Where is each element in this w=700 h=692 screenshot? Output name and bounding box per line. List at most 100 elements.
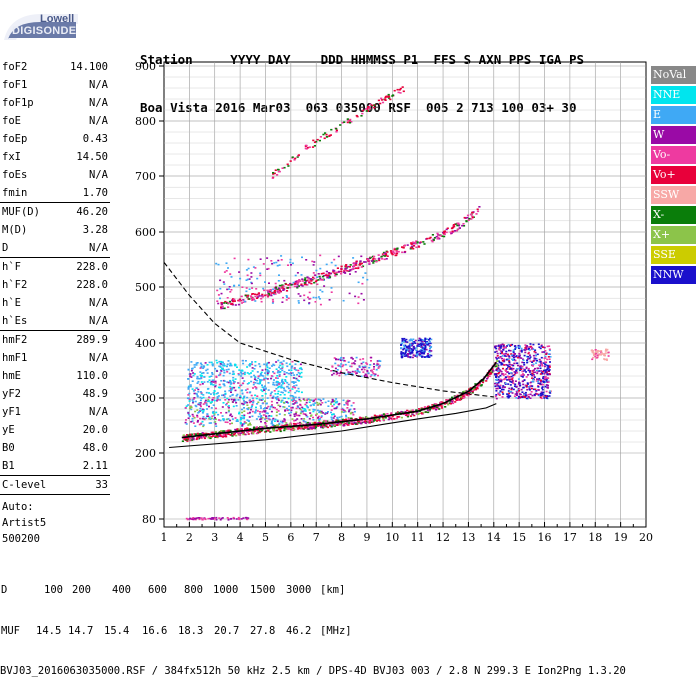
- echo-point: [288, 423, 291, 426]
- echo-point: [261, 390, 264, 393]
- echo-point: [502, 367, 504, 370]
- echo-point: [378, 414, 382, 417]
- echo-point: [443, 230, 446, 232]
- echo-point: [190, 406, 193, 409]
- echo-point: [501, 355, 504, 357]
- echo-point: [501, 357, 503, 360]
- echo-point: [507, 383, 510, 385]
- echo-point: [495, 350, 498, 353]
- echo-point: [229, 385, 232, 388]
- echo-point: [247, 433, 250, 435]
- echo-point: [289, 160, 292, 162]
- echo-point: [225, 403, 227, 406]
- echo-point: [289, 414, 292, 417]
- echo-point: [312, 139, 315, 142]
- legend-item: NoVal: [651, 66, 696, 84]
- echo-point: [264, 400, 266, 403]
- echo-point: [293, 398, 295, 400]
- echo-point: [229, 395, 232, 397]
- echo-point: [285, 299, 288, 301]
- echo-point: [506, 345, 508, 347]
- param-row: hmF2 289.9: [0, 331, 110, 349]
- echo-point: [362, 361, 365, 364]
- param-key: D: [2, 242, 9, 254]
- echo-point: [531, 370, 534, 372]
- echo-point: [606, 348, 609, 351]
- echo-point: [312, 276, 315, 279]
- echo-point: [311, 278, 314, 281]
- echo-point: [319, 289, 322, 291]
- echo-point: [418, 412, 421, 415]
- echo-point: [300, 367, 302, 369]
- echo-point: [417, 246, 421, 248]
- echo-point: [229, 364, 231, 367]
- echo-point: [419, 349, 422, 351]
- echo-point: [362, 421, 365, 423]
- echo-point: [340, 408, 343, 411]
- echo-point: [249, 424, 252, 426]
- echo-point: [531, 374, 534, 377]
- echo-point: [531, 365, 534, 367]
- echo-point: [298, 398, 301, 401]
- param-value: 20.0: [82, 424, 108, 436]
- echo-point: [400, 347, 402, 349]
- echo-point: [254, 295, 257, 298]
- echo-point: [596, 354, 599, 357]
- echo-point: [391, 253, 394, 256]
- echo-point: [375, 260, 378, 263]
- echo-point: [229, 434, 233, 436]
- echo-point: [265, 377, 268, 380]
- echo-point: [200, 517, 203, 519]
- echo-point: [222, 383, 225, 385]
- echo-point: [512, 351, 515, 353]
- echo-point: [221, 517, 224, 519]
- echo-point: [526, 361, 529, 364]
- param-row: foEp 0.43: [0, 130, 110, 148]
- echo-point: [210, 417, 213, 420]
- echo-point: [232, 399, 235, 401]
- echo-point: [241, 286, 244, 288]
- echo-point: [264, 410, 267, 412]
- echo-point: [349, 371, 352, 374]
- echo-point: [243, 421, 246, 423]
- echo-point: [269, 431, 272, 433]
- echo-point: [597, 349, 599, 352]
- echo-point: [544, 381, 547, 383]
- echo-point: [397, 91, 400, 94]
- echo-point: [290, 367, 293, 369]
- echo-point: [285, 362, 288, 364]
- echo-point: [346, 399, 349, 402]
- echo-point: [511, 358, 514, 361]
- echo-point: [312, 404, 315, 406]
- echo-point: [458, 223, 461, 226]
- footer-row-label: D: [1, 584, 8, 596]
- echo-point: [311, 260, 314, 263]
- param-value: 3.28: [82, 224, 108, 236]
- echo-point: [193, 392, 196, 395]
- echo-point: [510, 354, 513, 356]
- echo-point: [265, 363, 268, 366]
- echo-point: [347, 371, 350, 373]
- echo-point: [279, 430, 282, 433]
- echo-point: [507, 397, 510, 399]
- echo-point: [313, 141, 317, 143]
- echo-point: [271, 404, 273, 406]
- echo-point: [546, 364, 549, 367]
- echo-point: [330, 291, 333, 293]
- echo-point: [405, 350, 408, 352]
- echo-point: [342, 364, 345, 366]
- echo-point: [273, 372, 276, 375]
- echo-point: [219, 373, 222, 376]
- echo-point: [395, 248, 398, 250]
- echo-point: [509, 384, 512, 386]
- param-row: h`Es N/A: [0, 312, 110, 330]
- echo-point: [456, 223, 459, 225]
- echo-point: [509, 395, 512, 397]
- echo-point: [524, 351, 527, 354]
- param-key: yF1: [2, 406, 21, 418]
- echo-point: [261, 417, 264, 419]
- echo-point: [240, 418, 243, 420]
- echo-point: [310, 399, 313, 401]
- echo-point: [235, 395, 238, 397]
- legend: NoVal NNE E W Vo- Vo+ SSW X- X+ SSE NNW: [651, 66, 696, 286]
